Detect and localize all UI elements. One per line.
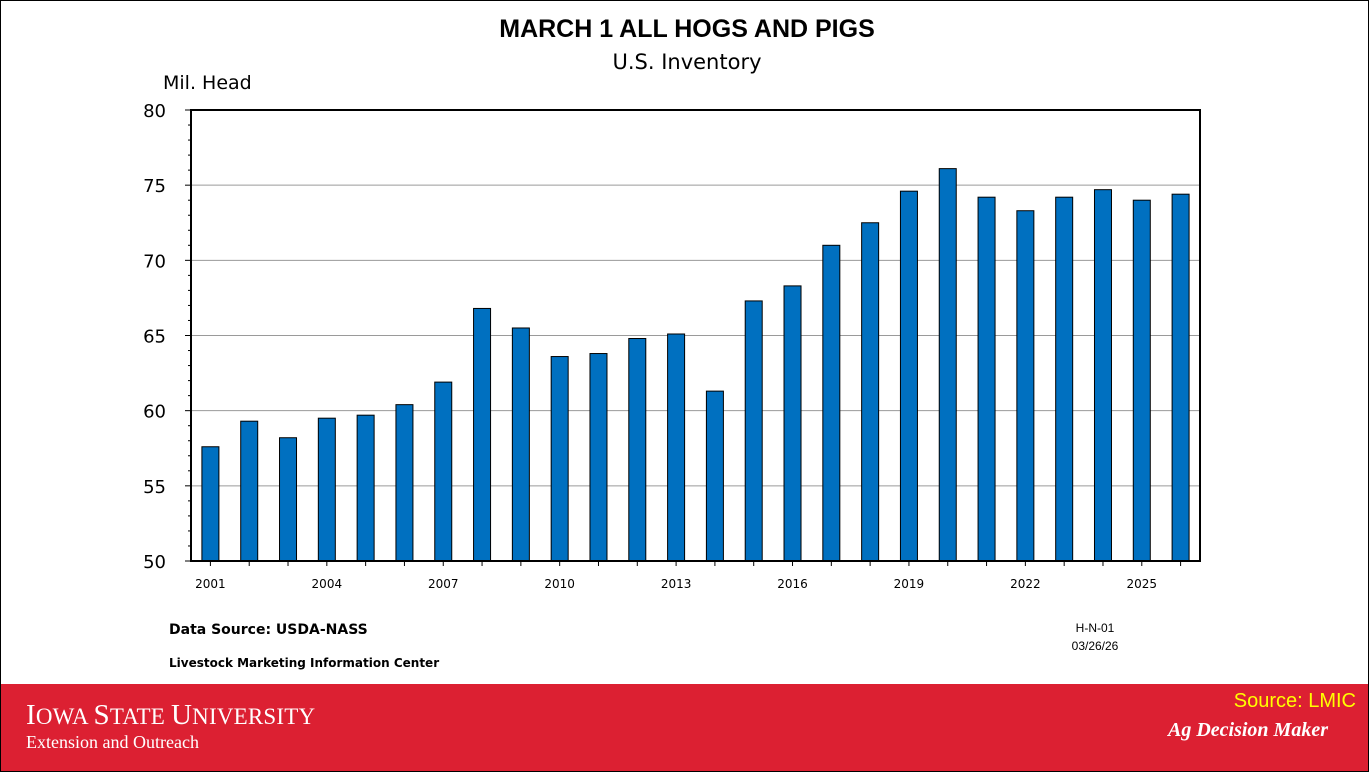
wordmark-rest-3: NIVERSITY: [192, 704, 316, 729]
bar-2011: [589, 353, 608, 562]
x-tick-label: 2007: [428, 577, 459, 591]
bar-2018: [861, 222, 880, 562]
wordmark-rest-1: OWA: [35, 704, 94, 729]
x-tick-label: 2016: [777, 577, 808, 591]
chart-code: H-N-01: [1076, 621, 1115, 635]
bar-2024: [1093, 189, 1112, 562]
x-tick-label: 2022: [1010, 577, 1041, 591]
bar-2008: [473, 307, 492, 562]
y-axis-label: Mil. Head: [163, 72, 252, 94]
chart-subtitle: U.S. Inventory: [612, 50, 761, 74]
bar-2005: [356, 414, 375, 562]
gridlines: [191, 184, 1200, 487]
center-name: Livestock Marketing Information Center: [169, 656, 439, 670]
bar-2001: [201, 446, 220, 562]
bar-2010: [550, 356, 569, 562]
y-tick-label: 55: [143, 477, 166, 498]
bar-2016: [783, 285, 802, 562]
chart-date: 03/26/26: [1072, 639, 1119, 653]
x-tick-label: 2004: [312, 577, 343, 591]
bars: [201, 168, 1190, 562]
footer-banner: IOWA STATE UNIVERSITY Extension and Outr…: [1, 684, 1368, 771]
bar-2022: [1016, 210, 1035, 562]
bar-2026: [1171, 193, 1190, 562]
x-tick-label: 2019: [894, 577, 925, 591]
y-tick-label: 50: [143, 552, 166, 573]
x-tick-label: 2010: [544, 577, 575, 591]
x-axis-ticks: 2001 2004 2007 2010 2013 2016 2019 2022 2025: [195, 561, 1182, 591]
x-tick-label: 2013: [661, 577, 692, 591]
chart: MARCH 1 ALL HOGS AND PIGS U.S. Inventory…: [143, 15, 1201, 670]
chart-title: MARCH 1 ALL HOGS AND PIGS: [499, 15, 875, 43]
bar-2015: [744, 300, 763, 562]
bar-2014: [705, 390, 724, 562]
bar-2021: [977, 196, 996, 562]
bar-2020: [938, 168, 957, 562]
bar-2023: [1055, 196, 1074, 562]
bar-2019: [899, 190, 918, 562]
y-tick-label: 80: [143, 101, 166, 122]
y-axis-ticks: 50 55 60 65 70 75 80: [143, 101, 191, 573]
wordmark-cap-1: I: [26, 699, 36, 731]
source-label: Source: LMIC: [1233, 690, 1356, 712]
y-tick-label: 65: [143, 327, 166, 348]
bar-2003: [279, 437, 298, 562]
university-wordmark: IOWA STATE UNIVERSITY: [26, 699, 315, 732]
bar-2007: [434, 381, 453, 562]
extension-outreach: Extension and Outreach: [26, 732, 199, 752]
data-source: Data Source: USDA-NASS: [169, 622, 368, 638]
bar-2009: [511, 327, 530, 562]
bar-2002: [240, 420, 259, 562]
ag-decision-maker: Ag Decision Maker: [1168, 719, 1328, 741]
wordmark-rest-2: TATE: [109, 704, 171, 729]
y-tick-label: 70: [143, 251, 166, 272]
wordmark-cap-2: S: [93, 699, 110, 731]
y-tick-label: 60: [143, 402, 166, 423]
x-tick-label: 2001: [195, 577, 226, 591]
bar-2012: [628, 338, 647, 562]
bar-2004: [317, 417, 336, 562]
wordmark-cap-3: U: [171, 699, 193, 731]
bar-2017: [822, 244, 841, 562]
x-tick-label: 2025: [1127, 577, 1158, 591]
bar-2025: [1132, 199, 1151, 562]
y-tick-label: 75: [143, 176, 166, 197]
bar-2006: [395, 404, 414, 562]
bar-2013: [667, 333, 686, 562]
